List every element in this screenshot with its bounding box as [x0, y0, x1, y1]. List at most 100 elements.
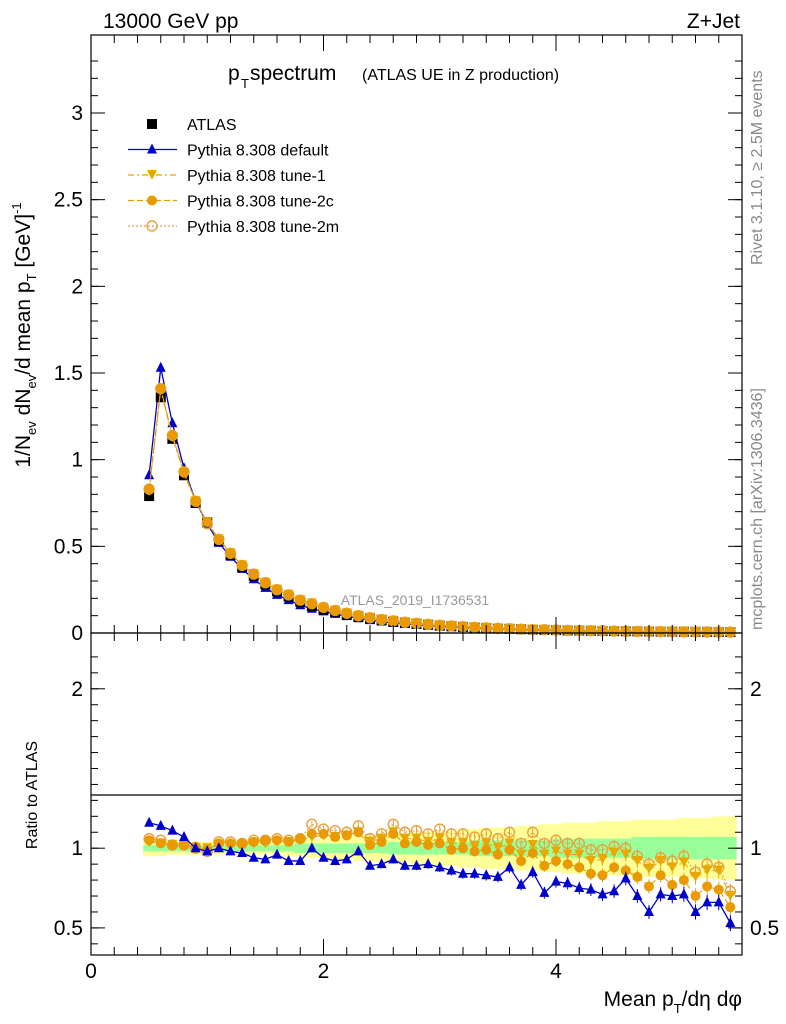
ratio-point	[713, 896, 724, 907]
data-point	[365, 612, 375, 623]
ratio-point	[585, 855, 596, 866]
ratio-point	[574, 862, 585, 873]
data-point	[213, 534, 224, 545]
legend-label: Pythia 8.308 tune-2c	[187, 194, 334, 211]
ratio-point	[504, 838, 515, 849]
ratio-point	[702, 865, 713, 876]
ratio-point	[527, 840, 538, 851]
ytick-label: 0.5	[54, 535, 83, 558]
data-point	[202, 517, 213, 528]
legend-marker	[147, 195, 157, 206]
ratio-point	[318, 851, 329, 862]
ratio-point	[609, 847, 620, 858]
svg-text:Mean pT/dη dφ: Mean pT/dη dφ	[604, 988, 742, 1016]
band-green	[701, 837, 714, 860]
ytick-label-right: 1	[750, 837, 762, 860]
data-point	[237, 560, 248, 571]
ratio-point	[527, 826, 539, 838]
band-green	[643, 837, 656, 860]
ratio-point	[527, 866, 538, 877]
band-green	[329, 843, 342, 853]
ratio-point	[690, 871, 701, 882]
bottom-panel: 0.5 0.5 1 1 2 2 0 2 4	[54, 632, 779, 983]
data-point	[609, 626, 620, 637]
ratio-point	[562, 877, 573, 888]
data-point	[341, 608, 352, 619]
ratio-point	[481, 869, 492, 880]
ratio-point	[446, 838, 457, 849]
band-green	[259, 845, 272, 852]
ratio-point	[492, 870, 503, 881]
ratio-point	[644, 863, 654, 874]
ratio-point	[202, 845, 213, 856]
ratio-point	[667, 879, 678, 890]
legend: ATLAS Pythia 8.308 default Pythia 8.308 tu…	[128, 117, 339, 236]
band-green	[282, 845, 295, 852]
ratio-point	[690, 891, 701, 902]
ratio-point	[609, 885, 620, 896]
ratio-point	[632, 871, 643, 882]
ratio-point	[446, 844, 457, 855]
data-point	[376, 614, 387, 625]
data-point	[295, 595, 306, 606]
ytick-label: 1	[71, 449, 83, 472]
legend-entry: Pythia 8.308 tune-2m	[128, 219, 339, 236]
ratio-point	[481, 844, 492, 855]
data-point	[353, 610, 364, 621]
ratio-point	[458, 843, 468, 854]
ratio-point	[515, 837, 527, 850]
plot-title: p T spectrum (ATLAS UE in Z production)	[228, 62, 559, 91]
ratio-point	[678, 888, 689, 899]
data-point	[585, 625, 596, 636]
data-point	[725, 627, 736, 638]
ratio-point	[678, 857, 689, 868]
ratio-point	[597, 888, 608, 899]
ratio-point	[376, 858, 387, 869]
data-point	[539, 624, 550, 635]
legend-marker	[147, 119, 157, 129]
ratio-point	[376, 836, 387, 847]
ratio-point	[434, 861, 445, 872]
ratio-point	[283, 836, 294, 847]
ratio-point	[225, 845, 236, 856]
data-point	[167, 430, 178, 441]
ratio-point	[272, 835, 282, 846]
ytick-label: 2.5	[54, 189, 83, 212]
data-point	[702, 627, 713, 638]
data-point	[399, 617, 410, 628]
ratio-point	[725, 902, 736, 913]
ratio-point	[423, 858, 434, 869]
ratio-point	[423, 840, 434, 851]
ratio-point	[504, 861, 515, 872]
svg-text:1/Nev dNev/d mean pT [GeV]-1: 1/Nev dNev/d mean pT [GeV]-1	[9, 202, 39, 467]
ratio-point	[690, 905, 701, 916]
ratio-point	[341, 853, 352, 864]
ratio-point	[272, 848, 282, 859]
legend-label: Pythia 8.308 tune-1	[187, 168, 326, 185]
band-green	[143, 845, 156, 852]
ratio-point	[411, 859, 422, 870]
ytick-label: 2	[71, 678, 83, 701]
data-point	[260, 577, 271, 588]
legend-entry: ATLAS	[147, 117, 237, 134]
ratio-point	[632, 855, 643, 866]
ratio-point	[330, 832, 341, 843]
ratio-point	[306, 828, 317, 839]
data-point	[283, 589, 294, 600]
ratio-point	[237, 838, 248, 849]
legend-marker	[147, 170, 157, 180]
data-point	[411, 618, 422, 629]
data-point	[632, 626, 643, 637]
ytick-label: 0	[71, 622, 83, 645]
ratio-point	[667, 862, 678, 873]
ratio-point	[585, 868, 596, 879]
data-point	[179, 466, 189, 477]
ratio-point	[574, 849, 585, 860]
ratio-point	[516, 878, 527, 889]
ratio-point	[504, 844, 515, 855]
band-green	[271, 845, 284, 852]
ratio-point	[550, 834, 562, 846]
ratio-point	[388, 828, 399, 839]
ratio-point	[167, 824, 178, 835]
legend-entry: Pythia 8.308 tune-1	[128, 168, 326, 185]
